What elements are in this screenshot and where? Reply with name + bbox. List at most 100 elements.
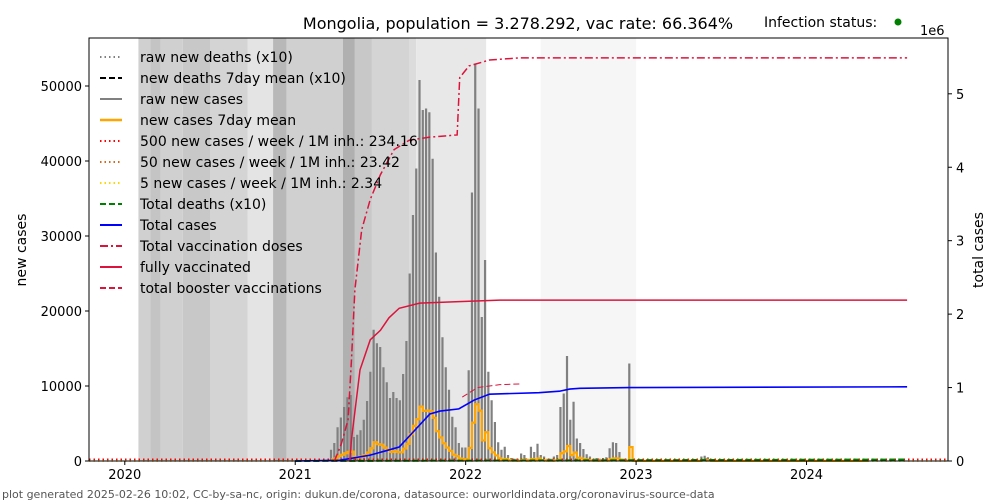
new-cases-bar xyxy=(533,452,536,461)
new-cases-bar xyxy=(454,427,457,461)
infection-status-label: Infection status: xyxy=(764,15,877,31)
axes: 2020 2021 2022 2023 2024 0 10000 20000 30000 4000… xyxy=(41,80,965,483)
new-cases-bar xyxy=(618,452,621,461)
new-cases-bar xyxy=(441,337,444,461)
y-tick-label-right: 0 xyxy=(956,455,964,470)
new-cases-bar xyxy=(611,442,614,461)
background-band xyxy=(286,38,343,461)
y-tick-label-left: 40000 xyxy=(41,155,82,170)
new-cases-bar xyxy=(369,371,372,461)
new-cases-bar xyxy=(470,192,474,461)
new-cases-bar xyxy=(405,341,408,461)
booster-vaccinations-line xyxy=(461,383,522,398)
new-cases-bar xyxy=(529,446,533,461)
new-cases-bar xyxy=(628,363,631,461)
fully-vaccinated-line xyxy=(349,299,908,462)
new-cases-bar xyxy=(477,108,480,461)
new-cases-bar xyxy=(559,407,562,461)
new-cases-bar xyxy=(493,422,497,461)
total-cases-line xyxy=(295,386,908,462)
legend: raw new deaths (x10) new deaths 7day mean… xyxy=(100,50,418,297)
new-cases-bar xyxy=(483,260,487,461)
new-cases-bar xyxy=(438,296,441,461)
new-cases-bar xyxy=(490,400,493,461)
new-cases-bar xyxy=(605,457,608,461)
new-cases-bar xyxy=(339,417,342,461)
new-cases-bar xyxy=(523,455,526,461)
new-cases-bar xyxy=(402,374,405,461)
new-cases-bar xyxy=(608,448,611,461)
y-axis-label-left: new cases xyxy=(14,214,30,287)
new-cases-bar xyxy=(582,449,585,461)
new-cases-bar xyxy=(333,443,336,461)
new-cases-bar xyxy=(398,400,401,461)
new-cases-bar xyxy=(424,108,428,461)
footer-credit: plot generated 2025-02-26 10:02, CC-by-s… xyxy=(2,488,715,500)
new-cases-bar xyxy=(703,455,706,461)
new-cases-bar xyxy=(556,455,559,461)
legend-label: Total vaccination doses xyxy=(139,239,303,255)
background-band xyxy=(273,38,287,461)
y-axis-label-right: total cases xyxy=(971,212,987,288)
new-cases-bar xyxy=(480,317,483,461)
y-tick-label-right: 3 xyxy=(956,235,964,250)
background-band xyxy=(210,38,248,461)
new-cases-bar xyxy=(372,329,375,461)
new-cases-bar xyxy=(356,434,359,461)
new-cases-bar xyxy=(572,401,575,461)
new-cases-bar xyxy=(408,273,411,461)
new-cases-bar xyxy=(411,215,415,461)
legend-label: total booster vaccinations xyxy=(140,281,322,297)
y-tick-label-left: 10000 xyxy=(41,380,82,395)
new-cases-bar xyxy=(395,398,398,461)
legend-label: 5 new cases / week / 1M inh.: 2.34 xyxy=(140,176,382,192)
new-cases-bar xyxy=(329,449,333,461)
new-cases-bar xyxy=(447,389,451,461)
y-tick-label-right: 1 xyxy=(956,382,964,397)
new-cases-bar xyxy=(503,446,506,461)
new-cases-bar xyxy=(467,370,470,461)
new-cases-bar xyxy=(615,443,618,461)
y-tick-label-right: 4 xyxy=(956,161,964,176)
x-tick-label: 2021 xyxy=(279,468,312,483)
new-cases-bar xyxy=(434,252,438,461)
new-cases-bar xyxy=(474,63,477,461)
background-band xyxy=(182,38,211,461)
background-band xyxy=(160,38,183,461)
y-tick-label-right: 2 xyxy=(956,308,964,323)
chart-title: Mongolia, population = 3.278.292, vac ra… xyxy=(303,14,733,33)
y-tick-label-left: 50000 xyxy=(41,80,82,95)
new-cases-bar xyxy=(565,356,569,461)
legend-label: raw new deaths (x10) xyxy=(140,50,293,66)
y-tick-label-left: 20000 xyxy=(41,305,82,320)
background-bands xyxy=(138,38,637,461)
new-cases-bar xyxy=(388,398,392,461)
new-cases-bar xyxy=(451,416,454,461)
legend-label: new cases 7day mean xyxy=(140,113,296,129)
new-cases-bar xyxy=(579,443,582,461)
legend-label: Total deaths (x10) xyxy=(139,197,266,213)
x-tick-label: 2022 xyxy=(449,468,482,483)
legend-label: new deaths 7day mean (x10) xyxy=(140,71,346,87)
new-cases-bar xyxy=(421,110,424,461)
x-tick-label: 2023 xyxy=(620,468,653,483)
infection-status-dot xyxy=(894,18,902,26)
background-band xyxy=(354,38,372,461)
new-cases-bar xyxy=(562,393,565,461)
right-axis-multiplier: 1e6 xyxy=(920,24,945,39)
new-cases-bar xyxy=(415,168,418,461)
new-cases-bar xyxy=(336,427,339,461)
x-tick-label: 2020 xyxy=(108,468,141,483)
new-cases-bar xyxy=(346,397,349,461)
new-cases-bar xyxy=(585,454,588,461)
background-band xyxy=(342,38,355,461)
new-cases-bar xyxy=(464,447,467,461)
background-band xyxy=(540,38,637,461)
new-cases-bar xyxy=(349,395,352,461)
new-cases-bar xyxy=(365,401,369,461)
new-cases-bar xyxy=(520,453,523,461)
new-cases-bar xyxy=(487,371,490,461)
new-cases-bar xyxy=(382,367,385,461)
new-cases-bar xyxy=(379,347,382,461)
